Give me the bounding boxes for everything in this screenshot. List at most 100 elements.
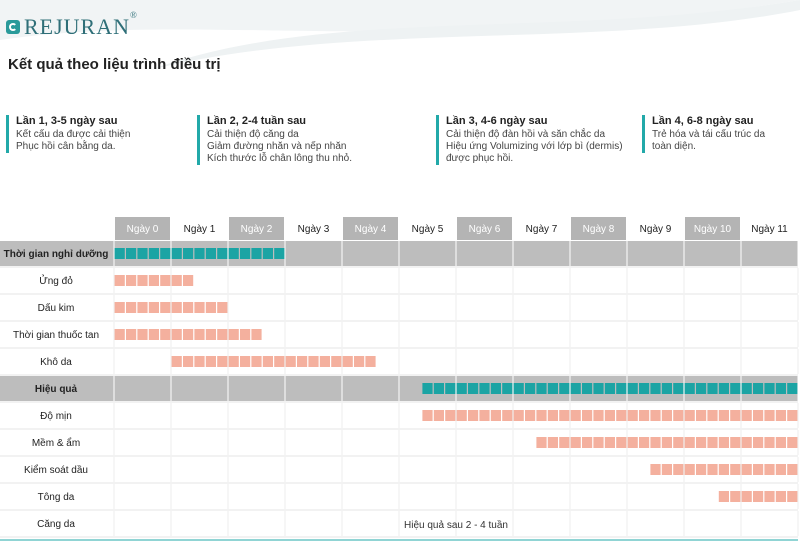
bar-segment xyxy=(684,410,695,421)
phase-line: được phục hồi. xyxy=(446,153,514,164)
bar-segment xyxy=(661,410,672,421)
bar-segment xyxy=(741,410,752,421)
bar-segment xyxy=(262,248,273,259)
bar-segment xyxy=(525,410,536,421)
row-label: Độ mịn xyxy=(40,411,72,422)
bar-segment xyxy=(126,302,137,313)
bar-segment xyxy=(536,410,547,421)
bar-segment xyxy=(684,383,695,394)
bar-segment xyxy=(570,383,581,394)
bar-segment xyxy=(730,464,741,475)
bar-segment xyxy=(547,383,558,394)
bar-segment xyxy=(148,248,159,259)
bar-segment xyxy=(707,410,718,421)
bar-segment xyxy=(684,437,695,448)
phase-1: Lần 1, 3-5 ngày sau Kết cấu da được cải … xyxy=(6,115,130,153)
bar-segment xyxy=(148,329,159,340)
bar-segment xyxy=(696,410,707,421)
bar-segment xyxy=(775,383,786,394)
bar-segment xyxy=(707,437,718,448)
bar-segment xyxy=(251,356,262,367)
phase-title: Lần 4, 6-8 ngày sau xyxy=(652,115,754,127)
bar-segment xyxy=(787,464,798,475)
bar-segment xyxy=(547,410,558,421)
bar-segment xyxy=(753,410,764,421)
bar-segment xyxy=(217,248,228,259)
bar-segment xyxy=(536,437,547,448)
bar-segment xyxy=(205,302,216,313)
phase-line: Kết cấu da được cải thiện xyxy=(16,129,131,140)
bar-segment xyxy=(194,356,205,367)
bar-segment xyxy=(718,410,729,421)
bar-segment xyxy=(274,248,285,259)
bar-segment xyxy=(604,383,615,394)
bar-segment xyxy=(661,437,672,448)
bar-segment xyxy=(616,410,627,421)
bar-segment xyxy=(775,464,786,475)
bar-segment xyxy=(764,464,775,475)
bar-segment xyxy=(787,437,798,448)
bar-segment xyxy=(171,275,182,286)
bar-segment xyxy=(582,437,593,448)
bar-segment xyxy=(479,410,490,421)
bar-segment xyxy=(194,329,205,340)
day-label: Ngày 4 xyxy=(355,224,387,235)
bar-segment xyxy=(297,356,308,367)
bar-segment xyxy=(365,356,376,367)
bar-segment xyxy=(513,410,524,421)
bar-segment xyxy=(274,356,285,367)
bar-segment xyxy=(217,356,228,367)
bar-segment xyxy=(616,383,627,394)
bar-segment xyxy=(205,356,216,367)
day-label: Ngày 0 xyxy=(127,224,159,235)
bar-segment xyxy=(673,410,684,421)
bar-segment xyxy=(137,275,148,286)
bar-segment xyxy=(228,356,239,367)
row-label: Tông da xyxy=(38,492,75,503)
bar-segment xyxy=(718,437,729,448)
day-header-cell xyxy=(343,217,398,240)
bar-segment xyxy=(696,383,707,394)
bar-segment xyxy=(205,329,216,340)
bar-segment xyxy=(627,410,638,421)
bar-segment xyxy=(707,464,718,475)
bar-segment xyxy=(205,248,216,259)
bar-segment xyxy=(764,410,775,421)
bar-segment xyxy=(661,383,672,394)
bar-segment xyxy=(525,383,536,394)
bar-segment xyxy=(718,383,729,394)
bar-segment xyxy=(604,410,615,421)
bar-segment xyxy=(148,302,159,313)
bar-segment xyxy=(114,302,125,313)
bar-segment xyxy=(787,410,798,421)
bar-segment xyxy=(468,410,479,421)
bar-segment xyxy=(171,248,182,259)
bar-segment xyxy=(433,383,444,394)
bar-segment xyxy=(684,464,695,475)
phase-line: Giảm đường nhăn và nếp nhăn xyxy=(207,141,347,152)
bar-segment xyxy=(240,248,251,259)
bar-segment xyxy=(137,329,148,340)
bar-segment xyxy=(764,383,775,394)
bar-segment xyxy=(718,464,729,475)
bar-segment xyxy=(251,248,262,259)
row-label: Hiệu quả xyxy=(35,384,78,395)
bar-segment xyxy=(764,437,775,448)
bar-segment xyxy=(126,248,137,259)
bar-segment xyxy=(126,329,137,340)
bar-segment xyxy=(593,383,604,394)
bar-segment xyxy=(160,329,171,340)
bar-segment xyxy=(217,302,228,313)
bar-segment xyxy=(753,383,764,394)
bar-segment xyxy=(331,356,342,367)
bar-segment xyxy=(502,410,513,421)
bar-segment xyxy=(764,491,775,502)
phase-title: Lần 3, 4-6 ngày sau xyxy=(446,115,548,127)
bar-segment xyxy=(194,302,205,313)
bar-segment xyxy=(456,383,467,394)
bar-segment xyxy=(114,275,125,286)
bar-segment xyxy=(650,383,661,394)
phase-line: toàn diện. xyxy=(652,141,696,152)
bar-segment xyxy=(696,437,707,448)
bar-segment xyxy=(570,410,581,421)
